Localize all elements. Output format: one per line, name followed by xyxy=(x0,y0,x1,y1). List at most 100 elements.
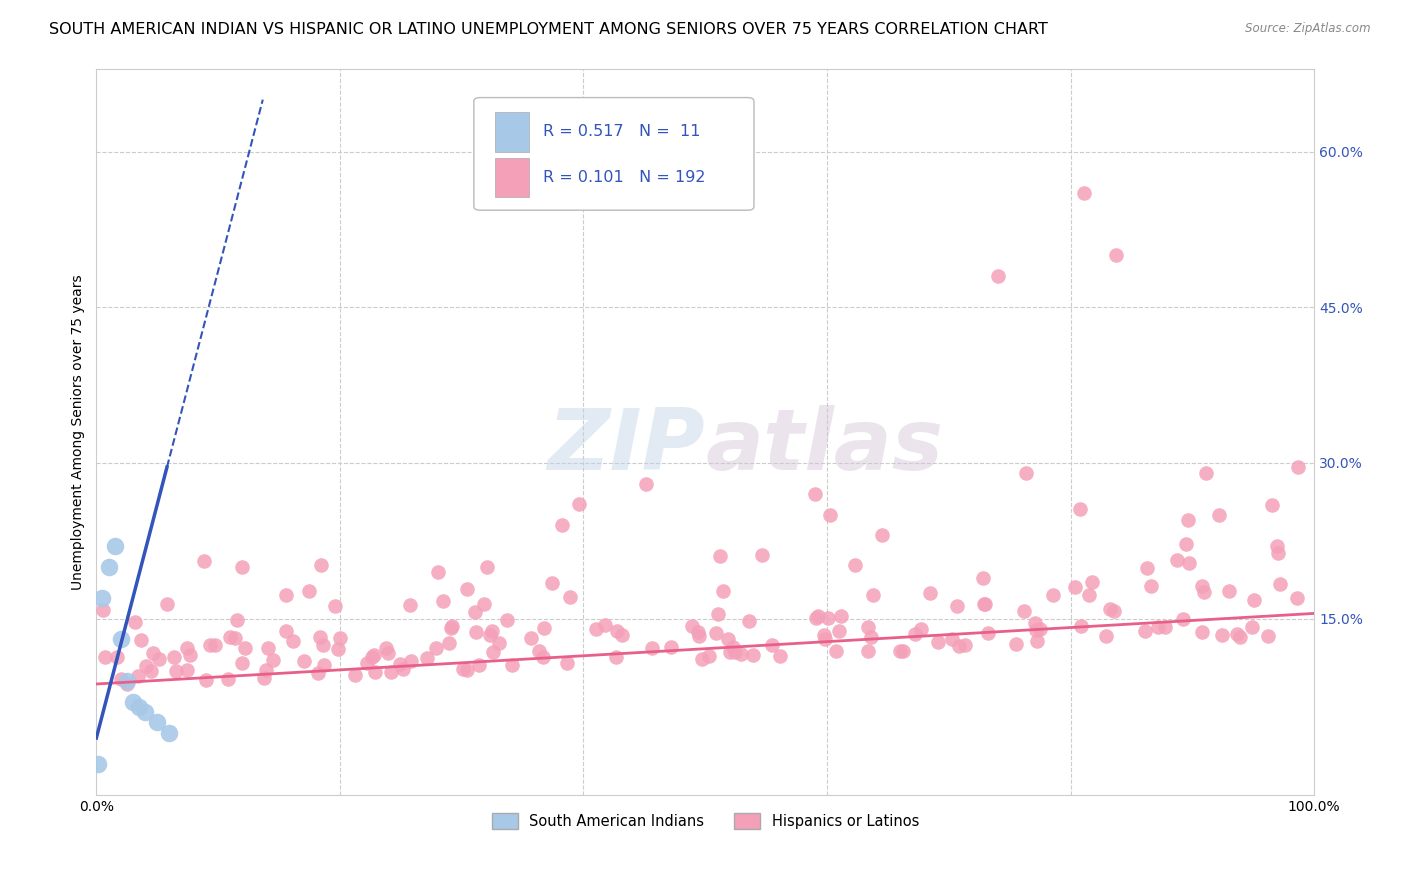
Point xyxy=(1240,620,1263,634)
Point xyxy=(1153,619,1175,633)
Point xyxy=(585,623,607,637)
Point xyxy=(1080,575,1102,590)
Point xyxy=(1099,602,1122,616)
Point xyxy=(1211,628,1233,642)
Point xyxy=(1069,501,1091,516)
Point xyxy=(724,645,747,659)
Point xyxy=(1012,604,1035,618)
Point xyxy=(612,628,634,642)
Text: Source: ZipAtlas.com: Source: ZipAtlas.com xyxy=(1246,22,1371,36)
Point xyxy=(465,625,488,640)
Point xyxy=(891,644,914,658)
Point xyxy=(195,673,218,688)
Point xyxy=(1064,580,1087,594)
Point xyxy=(1029,622,1052,636)
Point xyxy=(527,644,550,658)
Point xyxy=(475,560,498,574)
Point xyxy=(363,648,385,662)
Point xyxy=(593,618,616,632)
Point xyxy=(226,613,249,627)
Point xyxy=(1005,637,1028,651)
Point xyxy=(1261,498,1284,512)
Point xyxy=(709,549,731,564)
Point xyxy=(1094,629,1116,643)
Point xyxy=(568,498,591,512)
Point xyxy=(987,269,1010,284)
Point xyxy=(870,527,893,541)
Point xyxy=(437,636,460,650)
Point xyxy=(711,583,734,598)
Point xyxy=(804,611,827,625)
Point xyxy=(157,725,180,739)
Point xyxy=(86,756,108,771)
Point xyxy=(804,487,827,501)
Point xyxy=(105,649,128,664)
Point xyxy=(1173,612,1195,626)
Point xyxy=(276,588,298,602)
Point xyxy=(769,648,792,663)
Point xyxy=(416,651,439,665)
Point xyxy=(179,648,201,662)
Point xyxy=(481,624,503,638)
Point xyxy=(1226,626,1249,640)
Point xyxy=(292,654,315,668)
Point xyxy=(688,629,710,643)
Point xyxy=(472,597,495,611)
Point xyxy=(1191,625,1213,640)
Point xyxy=(478,628,501,642)
Point xyxy=(496,613,519,627)
Point xyxy=(124,615,146,629)
Point xyxy=(1265,539,1288,553)
Point xyxy=(641,641,664,656)
Point xyxy=(440,621,463,635)
Point xyxy=(298,584,321,599)
Point xyxy=(742,648,765,662)
Point xyxy=(856,643,879,657)
Point xyxy=(110,672,132,686)
Point xyxy=(399,598,422,612)
FancyBboxPatch shape xyxy=(474,97,754,211)
Point xyxy=(1136,561,1159,575)
Point xyxy=(117,676,139,690)
Point xyxy=(860,630,883,644)
Point xyxy=(361,649,384,664)
Text: ZIP: ZIP xyxy=(547,405,706,488)
Point xyxy=(141,664,163,678)
Point xyxy=(1285,591,1308,606)
Point xyxy=(718,645,741,659)
Point xyxy=(231,560,253,574)
Point xyxy=(704,625,727,640)
Legend: South American Indians, Hispanics or Latinos: South American Indians, Hispanics or Lat… xyxy=(485,807,925,835)
Point xyxy=(1025,633,1047,648)
Point xyxy=(464,605,486,619)
Point xyxy=(374,641,396,656)
Point xyxy=(1078,588,1101,602)
Point xyxy=(281,633,304,648)
Point xyxy=(661,640,683,654)
FancyBboxPatch shape xyxy=(495,158,529,197)
Point xyxy=(1257,629,1279,643)
Point xyxy=(231,656,253,670)
Point xyxy=(972,571,994,585)
Point xyxy=(380,665,402,679)
Point xyxy=(1025,623,1047,637)
Point xyxy=(456,663,478,677)
Point xyxy=(707,607,730,621)
Point xyxy=(634,476,657,491)
Point xyxy=(122,695,145,709)
Point xyxy=(356,656,378,670)
Y-axis label: Unemployment Among Seniors over 75 years: Unemployment Among Seniors over 75 years xyxy=(72,274,86,590)
Point xyxy=(814,632,837,647)
Point xyxy=(730,647,752,661)
Point xyxy=(550,518,572,533)
Point xyxy=(830,609,852,624)
Point xyxy=(1178,556,1201,570)
Point xyxy=(1218,583,1240,598)
Point xyxy=(941,632,963,647)
Point xyxy=(176,663,198,677)
Point xyxy=(1042,589,1064,603)
Point xyxy=(817,610,839,624)
Point xyxy=(1229,630,1251,644)
Point xyxy=(312,638,335,652)
Point xyxy=(533,621,555,635)
